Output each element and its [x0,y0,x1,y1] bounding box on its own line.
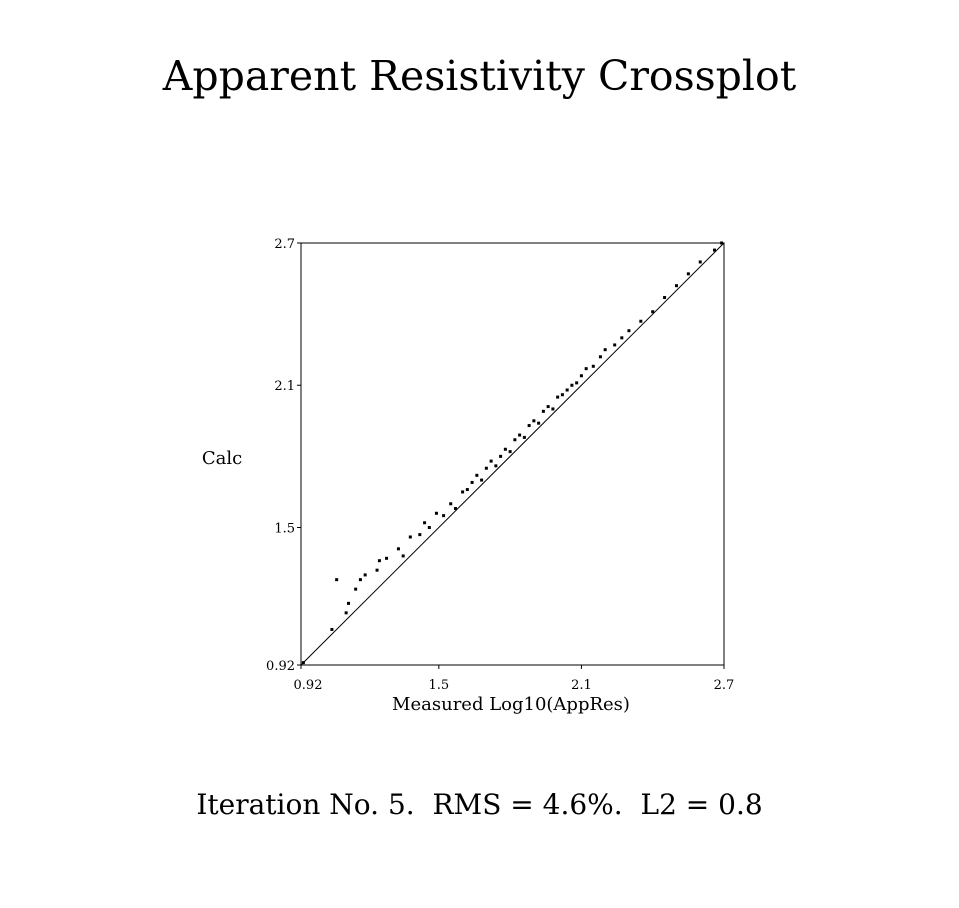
data-point [442,514,446,518]
data-point [489,459,493,463]
data-point [603,348,607,352]
crossplot-chart: 0.92 1.5 2.1 2.7 0.92 1.5 2.1 2.7 Measured Log1… [202,237,735,715]
x-tick-label: 2.1 [571,678,592,693]
data-point [335,578,339,582]
data-point [620,336,624,340]
data-point [503,447,507,451]
data-point [674,284,678,288]
data-point [480,478,484,482]
data-point [385,556,389,560]
y-axis-label: Calc [202,448,242,469]
data-point [363,573,367,577]
data-point [570,383,574,387]
data-point [556,395,560,399]
data-point [627,329,631,333]
data-point [499,454,503,458]
data-point [484,466,488,470]
data-point [347,601,351,605]
data-point [358,578,362,582]
data-point [461,490,465,494]
data-point [330,627,334,631]
data-point [639,319,643,323]
data-point [565,388,569,392]
data-point [686,272,690,276]
data-point [301,661,305,665]
data-point [354,587,358,591]
data-point [546,405,550,409]
x-tick-label: 2.7 [714,678,735,693]
data-point [449,502,453,506]
reference-line [300,242,725,666]
data-point [494,464,498,468]
x-tick-label: 1.5 [428,678,449,693]
data-point [598,355,602,359]
data-point [453,507,457,511]
data-point [396,547,400,551]
y-tick-label: 2.7 [274,237,295,252]
ticks-layer: 0.92 1.5 2.1 2.7 0.92 1.5 2.1 2.7 [266,237,734,693]
plot-frame [300,242,725,666]
data-point [541,409,545,413]
data-point [591,364,595,368]
data-point [663,296,667,300]
x-tick-label: 0.92 [294,678,323,693]
data-point [408,535,412,539]
data-point [712,248,716,252]
data-point [518,433,522,437]
data-point [375,568,379,572]
data-point [720,241,724,245]
data-point [377,559,381,563]
data-point [465,488,469,492]
data-point [513,438,517,442]
data-point [508,450,512,454]
data-point [575,381,579,385]
data-point [344,611,348,615]
data-point [434,511,438,515]
y-tick-label: 2.1 [274,379,295,394]
data-point [698,260,702,264]
data-point [551,407,555,411]
iteration-summary: Iteration No. 5. RMS = 4.6%. L2 = 0.8 [196,788,763,821]
data-point [560,393,564,397]
y-tick-label: 1.5 [274,521,295,536]
data-point [651,310,655,314]
data-point [475,473,479,477]
chart-title: Apparent Resistivity Crossplot [162,52,797,100]
data-point [532,419,536,423]
x-axis-label: Measured Log10(AppRes) [392,694,630,715]
data-point [522,435,526,439]
y-tick-label: 0.92 [266,659,295,674]
data-point [470,480,474,484]
data-point [584,367,588,371]
data-point [527,424,531,428]
data-point [537,421,541,425]
data-point [613,343,617,347]
data-point [418,533,422,537]
data-point [401,554,405,558]
data-point [423,521,427,525]
data-point [579,374,583,378]
points-layer [301,241,724,665]
data-point [427,525,431,529]
